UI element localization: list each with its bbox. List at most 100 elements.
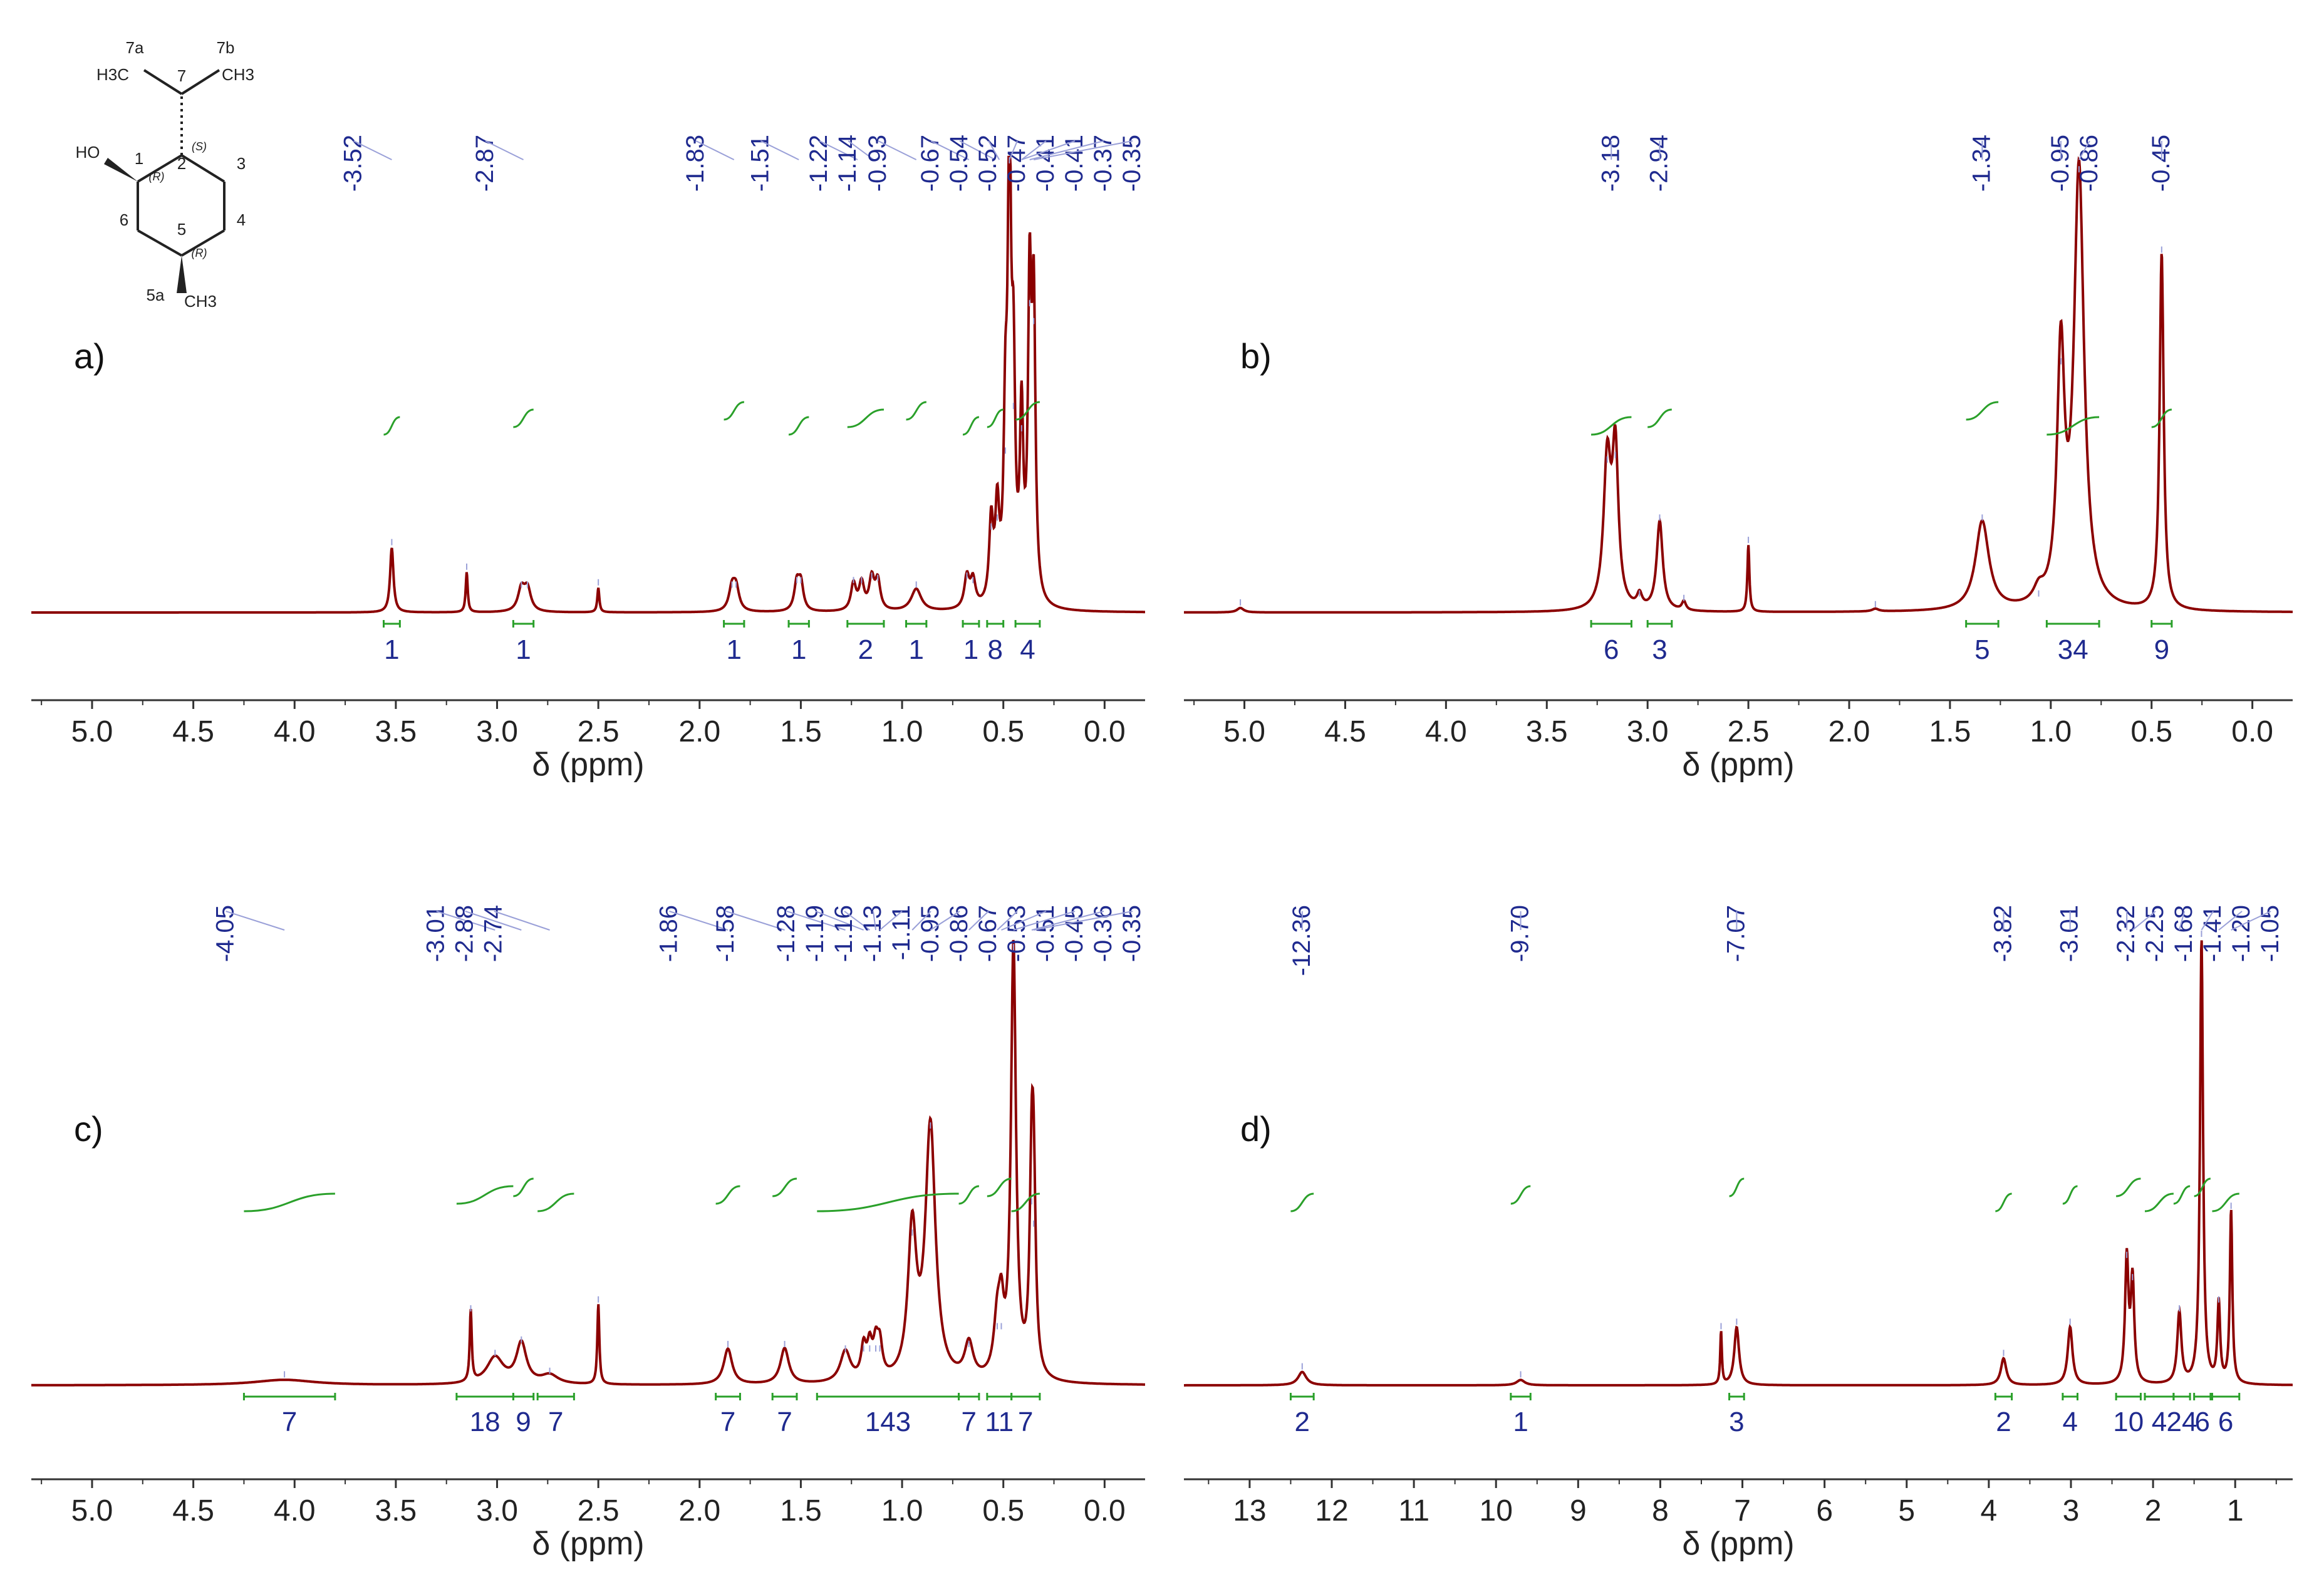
integral-value: 2 xyxy=(1295,1407,1310,1437)
group-label-ch3: CH3 xyxy=(222,65,254,84)
integral-curve xyxy=(906,401,927,421)
peak-label-leader xyxy=(786,911,846,931)
integral-curve xyxy=(2194,1177,2211,1197)
integral-value: 4 xyxy=(2062,1407,2077,1437)
integral-value: 1 xyxy=(791,634,806,665)
x-tick-label: 0.5 xyxy=(2130,715,2172,748)
peak-label-leader xyxy=(1029,140,1104,160)
x-tick-label: 0.5 xyxy=(982,1494,1024,1527)
integral-value: 143 xyxy=(865,1407,911,1437)
integral-curve xyxy=(1647,408,1672,428)
integral-value: 7 xyxy=(282,1407,297,1437)
group-label-h3c: H3C xyxy=(96,65,129,84)
integral-value: 5 xyxy=(1974,634,1989,665)
peak-label: -0.86 xyxy=(945,905,973,962)
integral-curve xyxy=(2173,1185,2191,1205)
peak-label: -3.52 xyxy=(340,135,367,192)
x-tick-label: 5.0 xyxy=(71,1494,113,1527)
peak-label-leader xyxy=(485,140,524,160)
integral-curve xyxy=(537,1192,574,1212)
integral-value: 4 xyxy=(1020,634,1035,665)
peak-label-leader xyxy=(1021,140,1047,160)
x-tick-label: 1.5 xyxy=(1929,715,1971,748)
x-tick-label: 3.0 xyxy=(476,1494,518,1527)
x-tick-label: 2.0 xyxy=(678,1494,720,1527)
integral-curve xyxy=(383,416,400,436)
atom-label-3: 3 xyxy=(237,154,246,173)
spectrum-trace xyxy=(1184,156,2293,614)
peak-label: -1.16 xyxy=(830,905,858,962)
integral-value: 34 xyxy=(2058,634,2088,665)
integral-curve xyxy=(244,1192,335,1212)
peak-label: -0.41 xyxy=(1061,135,1088,192)
x-tick-label: 5.0 xyxy=(1223,715,1265,748)
peak-label: -1.20 xyxy=(2228,905,2255,962)
peak-label: -1.51 xyxy=(746,135,774,192)
bond-c5-c6 xyxy=(137,229,182,257)
peak-label: -0.93 xyxy=(864,135,891,192)
integral-value: 18 xyxy=(470,1407,501,1437)
peak-label: -0.52 xyxy=(974,135,1002,192)
peak-label-leader xyxy=(2218,911,2243,931)
integral-curve xyxy=(513,408,534,428)
integral-value: 3 xyxy=(1652,634,1667,665)
peak-label-leader xyxy=(2078,140,2090,160)
peak-label-leader xyxy=(879,911,903,931)
peak-label: -1.14 xyxy=(834,135,861,192)
molecule-labels: 7a 7b 7 1 2 3 4 5 6 5a H3C CH3 HO CH3 (S) (R) (R) xyxy=(76,38,255,311)
peak-label-leader xyxy=(1013,911,1076,931)
peak-label-leader xyxy=(465,911,522,931)
integral-value: 7 xyxy=(548,1407,563,1437)
bond-c5-ch3-wedge xyxy=(177,256,187,293)
group-label-ho: HO xyxy=(76,143,100,162)
x-tick-label: 2.5 xyxy=(578,1494,620,1527)
x-tick-label: 2.0 xyxy=(1829,715,1870,748)
spectrum-trace xyxy=(31,939,1145,1387)
integral-curve xyxy=(1966,401,1999,421)
x-tick-label: 1.5 xyxy=(780,1494,822,1527)
peak-label: -0.35 xyxy=(1118,905,1146,962)
integral-value: 10 xyxy=(2113,1407,2144,1437)
peak-label-leader xyxy=(353,140,392,160)
atom-label-2: 2 xyxy=(177,154,186,173)
stereo-label: (R) xyxy=(149,170,165,183)
bond-c1-c2 xyxy=(137,154,183,183)
integral-value: 1 xyxy=(908,634,923,665)
x-tick-label: 3.5 xyxy=(375,1494,417,1527)
peak-label-leader xyxy=(844,911,870,931)
peak-label: -0.47 xyxy=(1003,135,1030,192)
peak-label: -0.67 xyxy=(974,905,1002,962)
atom-label-5a: 5a xyxy=(147,286,165,304)
atom-label-6: 6 xyxy=(120,210,128,229)
atom-label-1: 1 xyxy=(135,149,143,168)
integral-value: 1 xyxy=(1513,1407,1528,1437)
integral-value: 1 xyxy=(516,634,531,665)
peak-label: -1.11 xyxy=(888,905,915,960)
peak-label-leader xyxy=(1034,911,1133,931)
panel-letter: c) xyxy=(74,1109,103,1149)
x-tick-label: 3.0 xyxy=(476,715,518,748)
peak-label-leader xyxy=(819,140,858,160)
peak-label-leader xyxy=(226,911,285,931)
peak-label-leader xyxy=(968,911,989,931)
peak-label-leader xyxy=(669,911,729,931)
peak-label-leader xyxy=(1031,911,1104,931)
x-tick-label: 3 xyxy=(2063,1494,2080,1527)
bond-c2-c3 xyxy=(180,154,226,183)
peak-label-leader xyxy=(815,911,864,931)
integral-curve xyxy=(2062,1185,2078,1205)
group-label-ch3: CH3 xyxy=(184,292,217,311)
x-tick-label: 4.5 xyxy=(1324,715,1366,748)
x-tick-label: 1 xyxy=(2227,1494,2244,1527)
peak-label: -0.86 xyxy=(2075,135,2103,192)
peak-label-leader xyxy=(878,140,917,160)
integral-curve xyxy=(715,1185,740,1205)
integral-value: 8 xyxy=(988,634,1003,665)
peak-label: -2.25 xyxy=(2141,905,2169,962)
peak-label-leader xyxy=(2179,911,2186,931)
spectrum-panel-c: c)-4.05 -3.01 -2.88 -2.74 -1.86 -1.58 -1.28 -1.… xyxy=(31,905,1146,1562)
x-tick-label: 0.5 xyxy=(982,715,1024,748)
x-tick-label: 7 xyxy=(1734,1494,1751,1527)
integral-curve xyxy=(817,1192,959,1212)
integral-curve xyxy=(513,1177,534,1197)
